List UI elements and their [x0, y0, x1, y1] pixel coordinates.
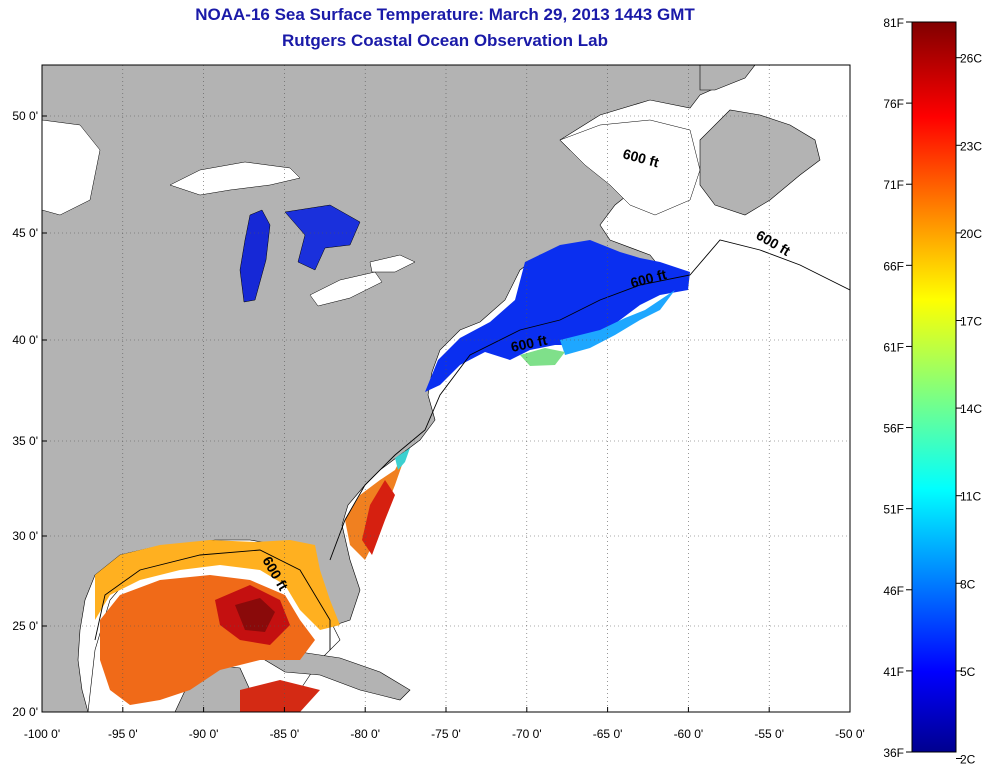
sst-cool-shelf-edge: [560, 290, 675, 355]
colorbar-c-label: 11C: [960, 490, 981, 504]
colorbar-c-label: 26C: [960, 52, 982, 66]
hudson-bay: [42, 119, 101, 216]
lake-superior: [169, 161, 301, 196]
sst-cold-shelf: [425, 240, 690, 392]
colorbar: [911, 21, 957, 753]
colorbar-f-label: 36F: [883, 746, 904, 760]
colorbar-c-label: 17C: [960, 314, 982, 328]
colorbar-c-label: 23C: [960, 139, 982, 153]
colorbar-f-label: 51F: [883, 503, 904, 517]
colorbar-c-label: 20C: [960, 227, 982, 241]
land-newfoundland: [699, 109, 821, 216]
colorbar-celsius-labels: 26C 23C 20C 17C 14C 11C 8C 5C 2C: [956, 52, 982, 766]
lake-huron: [284, 204, 361, 271]
x-tick-label: -50 0': [835, 727, 865, 741]
x-tick-label: -65 0': [593, 727, 623, 741]
x-tick-label: -95 0': [108, 727, 138, 741]
x-tick-label: -55 0': [754, 727, 784, 741]
sst-gulf-warm-dark: [235, 598, 275, 632]
colorbar-c-label: 8C: [960, 577, 976, 591]
land-cuba: [264, 651, 411, 701]
sst-mild-patch: [520, 348, 565, 366]
colorbar-f-label: 61F: [883, 340, 904, 354]
sst-caribbean-warm: [240, 680, 320, 712]
colorbar-c-label: 5C: [960, 665, 976, 679]
colorbar-c-label: 14C: [960, 402, 982, 416]
isobath-600ft-gulf: [94, 549, 331, 650]
colorbar-f-label: 81F: [883, 16, 904, 30]
colorbar-f-label: 46F: [883, 584, 904, 598]
x-tick-label: -70 0': [512, 727, 542, 741]
x-axis-ticks: -100 0' -95 0' -90 0' -85 0' -80 0' -75 0' -70…: [24, 707, 865, 741]
x-tick-label: -60 0': [674, 727, 704, 741]
sst-carolina-cool: [395, 448, 410, 470]
colorbar-f-label: 41F: [883, 665, 904, 679]
colorbar-f-label: 71F: [883, 178, 904, 192]
contour-label: 600 ft: [509, 332, 548, 355]
map-title: NOAA-16 Sea Surface Temperature: March 2…: [195, 5, 695, 24]
y-tick-label: 35 0': [12, 434, 38, 448]
isobath-600ft: [329, 239, 850, 561]
colorbar-f-label: 66F: [883, 259, 904, 273]
gulf-st-lawrence: [559, 119, 701, 216]
lake-ontario: [369, 254, 416, 273]
x-tick-label: -90 0': [189, 727, 219, 741]
y-tick-label: 45 0': [12, 226, 38, 240]
x-tick-label: -75 0': [431, 727, 461, 741]
y-tick-label: 50 0': [12, 109, 38, 123]
lake-erie: [309, 271, 383, 307]
y-tick-label: 40 0': [12, 333, 38, 347]
y-axis-ticks: 50 0' 45 0' 40 0' 35 0' 30 0' 25 0' 20 0': [12, 109, 47, 719]
x-tick-label: -85 0': [270, 727, 300, 741]
graticule: [42, 65, 850, 712]
colorbar-f-label: 76F: [883, 97, 904, 111]
sst-gulf-warm-yellow: [95, 540, 340, 630]
y-tick-label: 20 0': [12, 705, 38, 719]
colorbar-fahrenheit-labels: 81F 76F 71F 66F 61F 56F 51F 46F 41F 36F: [883, 16, 912, 760]
colorbar-c-label: 2C: [960, 752, 976, 766]
x-tick-label: -80 0': [350, 727, 380, 741]
y-tick-label: 30 0': [12, 529, 38, 543]
x-tick-label: -100 0': [24, 727, 60, 741]
y-tick-label: 25 0': [12, 619, 38, 633]
land-labrador: [699, 65, 756, 91]
colorbar-f-label: 56F: [883, 422, 904, 436]
map-subtitle: Rutgers Coastal Ocean Observation Lab: [282, 31, 608, 50]
